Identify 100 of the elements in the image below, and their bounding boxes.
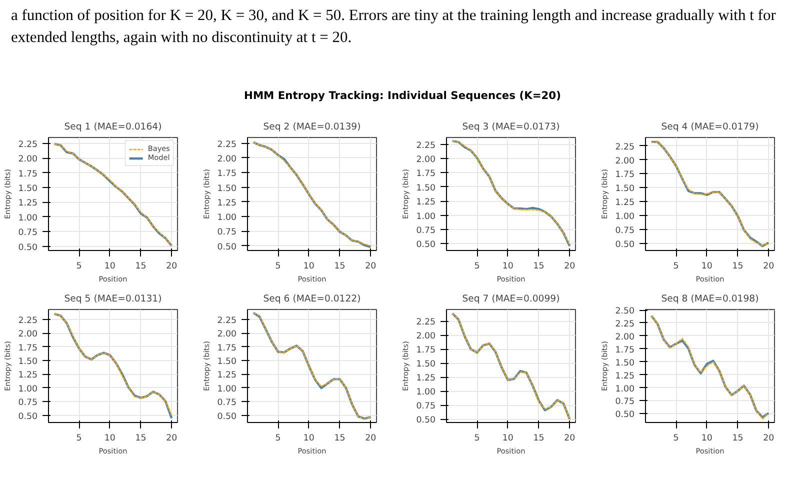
y-tick-label: 2.25 xyxy=(416,140,436,151)
y-tick-label: 1.75 xyxy=(615,170,635,180)
x-tick-label: 10 xyxy=(701,262,712,272)
x-tick-label: 5 xyxy=(275,434,281,444)
y-tick-label: 2.00 xyxy=(18,330,38,340)
y-tick-label: 0.75 xyxy=(217,398,237,408)
y-tick-label: 1.50 xyxy=(416,183,436,194)
y-tick-label: 0.75 xyxy=(18,228,38,238)
x-tick-label: 10 xyxy=(303,434,314,444)
text: a function of position for K = 20, K = 30, and K = 50. Errors are tiny at the training length and increase gradually with t for extended lengths, again with no discontinuity at t = 20. xyxy=(10,6,777,48)
x-tick-label: 10 xyxy=(502,262,514,272)
y-tick-label: 2.25 xyxy=(18,140,38,150)
y-tick-label: 1.00 xyxy=(615,384,635,394)
y-tick-label: 2.25 xyxy=(615,319,635,330)
x-tick-label: 5 xyxy=(275,262,281,272)
y-tick-label: 1.00 xyxy=(416,388,436,398)
y-tick-label: 1.25 xyxy=(217,370,237,381)
y-tick-label: 1.25 xyxy=(416,374,436,384)
x-tick-label: 10 xyxy=(104,262,116,272)
y-tick-label: 0.50 xyxy=(217,242,237,252)
y-tick-label: 1.75 xyxy=(217,169,237,180)
y-tick-label: 1.25 xyxy=(615,198,635,208)
x-tick-label: 10 xyxy=(701,434,712,444)
x-tick-label: 15 xyxy=(135,262,146,272)
y-tick-label: 0.50 xyxy=(18,412,38,422)
x-tick-label: 15 xyxy=(533,434,544,444)
y-tick-label: 1.50 xyxy=(615,184,635,194)
y-tick-label: 1.50 xyxy=(217,184,237,194)
y-tick-label: 1.50 xyxy=(615,358,635,368)
x-tick-label: 20 xyxy=(365,262,376,272)
y-tick-label: 1.00 xyxy=(18,213,38,224)
y-tick-label: 1.75 xyxy=(416,346,436,356)
x-tick-label: 5 xyxy=(76,434,82,444)
y-tick-label: 2.00 xyxy=(217,330,237,340)
chart-title: Seq 1 (MAE=0.0164) xyxy=(64,122,162,132)
y-tick-label: 1.00 xyxy=(217,213,237,224)
x-tick-label: 15 xyxy=(334,434,346,444)
x-tick-label: 5 xyxy=(76,262,82,272)
y-tick-label: 0.50 xyxy=(615,410,635,420)
y-tick-label: 0.75 xyxy=(615,397,635,408)
chart-title: Seq 8 (MAE=0.0198) xyxy=(661,294,759,304)
y-tick-label: 1.25 xyxy=(217,198,237,208)
x-tick-label: 20 xyxy=(365,434,376,444)
x-tick-label: 15 xyxy=(334,262,346,272)
x-tick-label: 15 xyxy=(533,262,544,272)
y-tick-label: 0.50 xyxy=(18,242,38,253)
x-tick-label: 20 xyxy=(166,434,178,444)
y-tick-label: 2.00 xyxy=(217,154,237,164)
y-tick-label: 2.50 xyxy=(615,306,635,317)
y-tick-label: 2.25 xyxy=(615,142,635,152)
x-tick-label: 5 xyxy=(673,262,679,272)
chart-title: Seq 7 (MAE=0.0099) xyxy=(462,294,560,304)
y-tick-label: 1.75 xyxy=(416,169,436,180)
y-tick-label: 1.50 xyxy=(18,357,38,368)
y-tick-label: 2.00 xyxy=(416,155,436,166)
y-tick-label: 0.50 xyxy=(217,412,237,422)
y-tick-label: 1.75 xyxy=(615,345,635,356)
y-tick-label: 1.75 xyxy=(18,343,38,354)
y-tick-label: 1.25 xyxy=(615,371,635,382)
x-tick-label: 10 xyxy=(502,434,514,444)
y-tick-label: 2.25 xyxy=(217,316,237,326)
chart-title: Seq 4 (MAE=0.0179) xyxy=(661,122,759,132)
y-tick-label: 0.75 xyxy=(416,226,436,236)
y-tick-label: 1.25 xyxy=(18,370,38,381)
y-tick-label: 2.25 xyxy=(217,140,237,150)
y-tick-label: 2.00 xyxy=(615,332,635,342)
y-tick-label: 1.50 xyxy=(217,357,237,368)
x-tick-label: 15 xyxy=(732,262,744,272)
x-tick-label: 5 xyxy=(673,434,679,444)
y-tick-label: 0.75 xyxy=(416,402,436,412)
y-tick-label: 0.50 xyxy=(416,240,436,250)
y-tick-label: 2.00 xyxy=(18,154,38,165)
x-tick-label: 5 xyxy=(474,262,480,272)
x-tick-label: 15 xyxy=(732,434,744,444)
y-tick-label: 1.75 xyxy=(217,343,237,354)
y-tick-label: 1.25 xyxy=(416,198,436,208)
y-tick-label: 0.75 xyxy=(615,226,635,236)
y-tick-label: 0.50 xyxy=(615,240,635,250)
y-tick-label: 2.25 xyxy=(18,316,38,326)
x-tick-label: 5 xyxy=(474,434,480,444)
y-tick-label: 0.75 xyxy=(18,398,38,408)
y-tick-label: 1.00 xyxy=(416,212,436,222)
x-tick-label: 20 xyxy=(564,434,576,444)
text: HMM Entropy Tracking: Individual Sequences (K=20) xyxy=(243,88,562,104)
y-tick-label: 1.00 xyxy=(18,384,38,394)
x-tick-label: 20 xyxy=(166,262,178,272)
chart-title: Seq 3 (MAE=0.0173) xyxy=(462,122,560,132)
chart-title: Seq 6 (MAE=0.0122) xyxy=(263,294,361,304)
y-tick-label: 1.50 xyxy=(18,184,38,194)
y-tick-label: 1.00 xyxy=(217,384,237,394)
x-tick-label: 10 xyxy=(104,434,116,444)
y-tick-label: 0.50 xyxy=(416,416,436,426)
y-tick-label: 2.00 xyxy=(416,332,436,342)
y-tick-label: 1.00 xyxy=(615,212,635,222)
x-tick-label: 20 xyxy=(763,262,774,272)
y-tick-label: 2.00 xyxy=(615,156,635,166)
y-tick-label: 2.25 xyxy=(416,318,436,328)
chart-title: Seq 2 (MAE=0.0139) xyxy=(263,122,361,132)
y-tick-label: 1.50 xyxy=(416,360,436,370)
x-tick-label: 20 xyxy=(564,262,576,272)
